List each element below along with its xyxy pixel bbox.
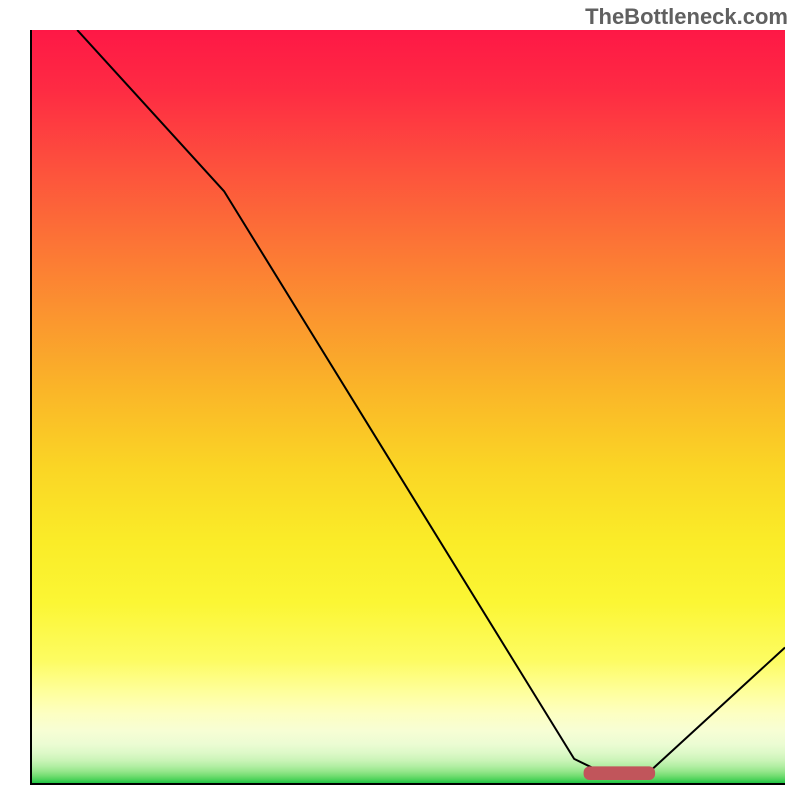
watermark-text: TheBottleneck.com	[585, 4, 788, 30]
chart-svg	[30, 30, 785, 785]
bottleneck-chart	[30, 30, 785, 785]
chart-container: TheBottleneck.com	[0, 0, 800, 800]
